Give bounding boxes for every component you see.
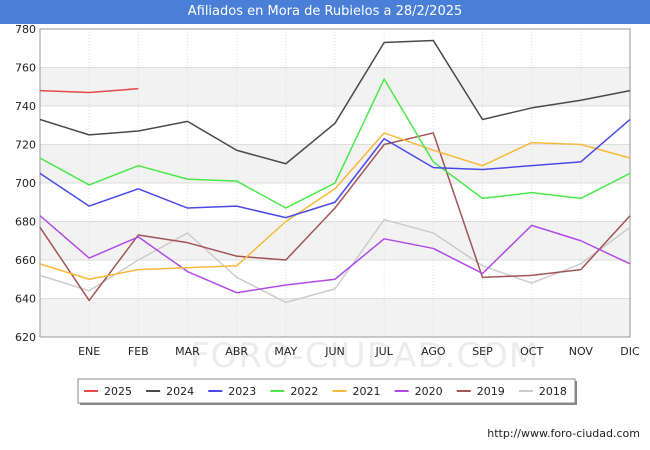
x-tick-label: MAR (175, 345, 200, 358)
legend-label-2018: 2018 (539, 385, 567, 398)
x-tick-label: ENE (78, 345, 100, 358)
legend-label-2023: 2023 (228, 385, 256, 398)
x-tick-label: OCT (520, 345, 543, 358)
series-line-2025 (39, 87, 139, 94)
x-tick-label: ABR (225, 345, 248, 358)
y-tick-label: 700 (15, 177, 36, 190)
footer-url[interactable]: http://www.foro-ciudad.com (487, 427, 640, 440)
series-line-2020 (39, 215, 631, 294)
series-line-2021 (39, 132, 631, 280)
chart-title: Afiliados en Mora de Rubielos a 28/2/202… (0, 0, 650, 24)
legend-label-2024: 2024 (166, 385, 194, 398)
legend-label-2022: 2022 (290, 385, 318, 398)
x-tick-label: MAY (274, 345, 297, 358)
series-lines (39, 39, 631, 304)
legend-box (77, 378, 576, 404)
x-tick-label: NOV (569, 345, 594, 358)
plot-band (40, 144, 630, 183)
x-tick-label: JUN (324, 345, 345, 358)
series-line-2022 (39, 78, 631, 209)
y-tick-label: 680 (15, 216, 36, 229)
plot-frame (39, 28, 631, 338)
watermark: FORO-CIUDAD.COM (190, 336, 540, 376)
x-tick-label: JUL (374, 345, 393, 358)
y-tick-label: 640 (15, 293, 36, 306)
x-axis-ticks: ENE FEB MAR ABR MAY JUN JUL AGO SEP OCT NOV DIC (78, 345, 640, 358)
y-tick-label: 760 (15, 62, 36, 75)
x-tick-label: DIC (620, 345, 640, 358)
y-tick-label: 620 (15, 331, 36, 344)
y-tick-label: 660 (15, 254, 36, 267)
legend: 2025 2024 2023 2022 2021 2020 2019 2018 (77, 378, 577, 405)
series-line-2023 (39, 118, 631, 219)
x-tick-label: AGO (421, 345, 446, 358)
series-line-2024 (39, 39, 631, 165)
y-tick-label: 740 (15, 100, 36, 113)
y-axis-ticks: 620 640 660 680 700 720 740 760 780 (15, 23, 36, 344)
series-line-2018 (39, 218, 631, 304)
x-tick-label: SEP (472, 345, 493, 358)
y-tick-label: 780 (15, 23, 36, 36)
legend-label-2019: 2019 (477, 385, 505, 398)
legend-label-2021: 2021 (353, 385, 381, 398)
legend-label-2020: 2020 (415, 385, 443, 398)
y-tick-label: 720 (15, 139, 36, 152)
x-tick-label: FEB (128, 345, 149, 358)
legend-label-2025: 2025 (104, 385, 132, 398)
series-line-2019 (39, 132, 631, 302)
